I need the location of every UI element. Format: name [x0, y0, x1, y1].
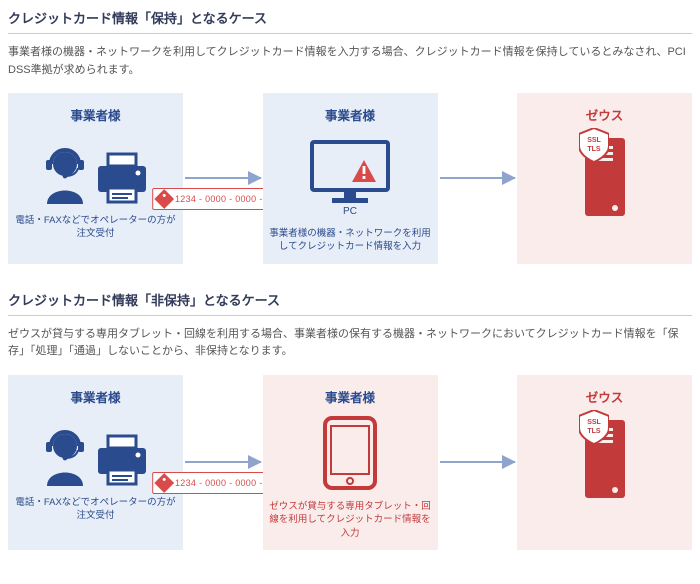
- svg-text:SSL: SSL: [587, 137, 601, 144]
- case1-arrow-1: 1234 - 0000 - 0000 - 0000: [183, 93, 263, 264]
- case1-merchant-pc-card: 事業者様 PC 事業者様の機器・ネットワークを利用してクレジットカード情報を入力: [263, 93, 438, 264]
- case1-desc: 事業者様の機器・ネットワークを利用してクレジットカード情報を入力する場合、クレジ…: [8, 44, 692, 79]
- case1-center-title: 事業者様: [325, 105, 375, 124]
- tablet-icon-wrapper: [321, 416, 379, 490]
- case2-arrow-2: [438, 375, 518, 550]
- warning-triangle-icon: [352, 160, 376, 182]
- operator-icon: [42, 428, 88, 486]
- case1-right-title: ゼウス: [586, 105, 624, 124]
- case1-device-label: PC: [343, 206, 357, 217]
- operator-fax-icons-2: [42, 416, 150, 486]
- price-tag-icon: [154, 473, 174, 493]
- svg-text:TLS: TLS: [587, 146, 601, 153]
- case2-right-title: ゼウス: [586, 387, 624, 406]
- price-tag-icon: [154, 189, 174, 209]
- case1-left-caption: 電話・FAXなどでオペレーターの方が注文受付: [14, 214, 177, 241]
- pc-monitor-icon: [308, 138, 392, 204]
- svg-text:SSL: SSL: [587, 419, 601, 426]
- ssl-tls-shield-icon: SSL TLS: [579, 128, 609, 162]
- server-icon-wrapper: SSL TLS: [575, 134, 635, 220]
- server-icon-wrapper-2: SSL TLS: [575, 416, 635, 502]
- case2-center-caption: ゼウスが貸与する専用タブレット・回線を利用してクレジットカード情報を入力: [269, 500, 432, 540]
- pc-monitor-wrapper: [308, 134, 392, 204]
- case2-heading: クレジットカード情報「非保持」となるケース: [8, 290, 692, 316]
- case2-zeus-card: ゼウス SSL TLS: [517, 375, 692, 550]
- operator-fax-icons: [42, 134, 150, 204]
- svg-text:TLS: TLS: [587, 428, 601, 435]
- case1-heading: クレジットカード情報「保持」となるケース: [8, 8, 692, 34]
- case2-arrow-1: 1234 - 0000 - 0000 - 0000: [183, 375, 263, 550]
- ssl-tls-shield-icon: SSL TLS: [579, 410, 609, 444]
- case1-arrow-2: [438, 93, 518, 264]
- case1-zeus-card: ゼウス SSL TLS: [517, 93, 692, 264]
- operator-icon: [42, 146, 88, 204]
- tablet-icon: [321, 416, 379, 490]
- case1-center-caption: 事業者様の機器・ネットワークを利用してクレジットカード情報を入力: [269, 227, 432, 254]
- case1-diagram: 事業者様 電話・FAXなどでオペレーターの方が注文受付: [8, 93, 692, 264]
- case1-merchant-operator-card: 事業者様 電話・FAXなどでオペレーターの方が注文受付: [8, 93, 183, 264]
- fax-icon: [94, 152, 150, 204]
- case2-center-title: 事業者様: [325, 387, 375, 406]
- case2-diagram: 事業者様 電話・FAXなどでオペレーターの方が注文受付: [8, 375, 692, 550]
- case2-merchant-operator-card: 事業者様 電話・FAXなどでオペレーターの方が注文受付: [8, 375, 183, 550]
- case2-left-caption: 電話・FAXなどでオペレーターの方が注文受付: [14, 496, 177, 523]
- case2-desc: ゼウスが貸与する専用タブレット・回線を利用する場合、事業者様の保有する機器・ネッ…: [8, 326, 692, 361]
- case1-left-title: 事業者様: [70, 105, 120, 124]
- fax-icon: [94, 434, 150, 486]
- case2-left-title: 事業者様: [70, 387, 120, 406]
- case2-tablet-card: 事業者様 ゼウスが貸与する専用タブレット・回線を利用してクレジットカード情報を入…: [263, 375, 438, 550]
